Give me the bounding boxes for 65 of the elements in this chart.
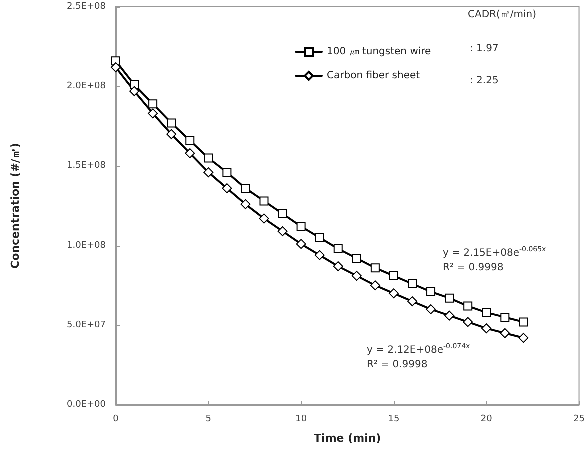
y-tick-label: 2.5E+08 xyxy=(67,2,106,12)
point xyxy=(296,239,306,250)
point xyxy=(314,250,325,260)
x-tick-label: 10 xyxy=(296,414,308,424)
point xyxy=(407,296,418,307)
point xyxy=(408,280,417,289)
point xyxy=(186,136,195,146)
annotation: R² = 0.9998 xyxy=(367,360,428,370)
point xyxy=(370,280,380,291)
y-tick-label: 1.5E+08 xyxy=(67,161,106,172)
point xyxy=(463,317,474,328)
annotation: R² = 0.9998 xyxy=(443,262,504,274)
point xyxy=(464,302,473,311)
x-axis-title: Time (min) xyxy=(314,432,382,445)
point xyxy=(278,226,288,236)
point xyxy=(352,271,362,282)
point xyxy=(334,244,343,254)
x-tick-label: 0 xyxy=(113,414,120,424)
point xyxy=(166,129,177,140)
point xyxy=(388,288,399,299)
point xyxy=(500,328,510,338)
y-tick-label: 2.0E+08 xyxy=(67,82,106,92)
point xyxy=(296,222,306,232)
point xyxy=(426,287,436,296)
point xyxy=(185,148,196,158)
point xyxy=(148,108,158,119)
point xyxy=(370,264,380,273)
x-tick-label: 15 xyxy=(388,414,400,424)
point xyxy=(241,184,250,193)
y-tick-label: 1.0E+08 xyxy=(67,240,106,251)
point xyxy=(278,209,288,218)
point xyxy=(482,324,492,334)
y-tick-label: 5.0E+07 xyxy=(67,320,106,330)
point xyxy=(518,333,529,344)
legend-label: Carbon fiber sheet xyxy=(327,70,420,82)
y-axis-title: Concentration (#/㎥) xyxy=(9,143,22,269)
y-tick-label: 0.0E+00 xyxy=(67,400,106,410)
point xyxy=(111,62,121,72)
point xyxy=(260,196,269,206)
point xyxy=(259,214,270,224)
annotation: : 2.25 xyxy=(470,76,499,86)
point xyxy=(148,100,158,109)
point xyxy=(519,318,528,327)
point xyxy=(240,199,251,210)
point xyxy=(445,294,454,303)
point xyxy=(222,183,232,194)
point xyxy=(204,168,214,178)
legend-label: 100 ㎛ tungsten wire xyxy=(327,46,432,58)
point xyxy=(222,168,232,178)
x-tick-label: 25 xyxy=(574,414,585,424)
x-tick-label: 5 xyxy=(206,414,212,424)
point xyxy=(130,86,140,96)
point xyxy=(333,261,344,272)
point xyxy=(389,272,398,281)
x-tick-label: 20 xyxy=(480,414,493,424)
point xyxy=(500,312,510,322)
point xyxy=(167,118,176,128)
point xyxy=(426,304,436,314)
point xyxy=(315,233,324,242)
point xyxy=(204,154,214,163)
point xyxy=(444,310,455,321)
point xyxy=(482,308,492,318)
annotation: CADR(㎥/min) xyxy=(468,10,537,20)
point xyxy=(352,254,362,264)
annotation: : 1.97 xyxy=(470,44,499,54)
